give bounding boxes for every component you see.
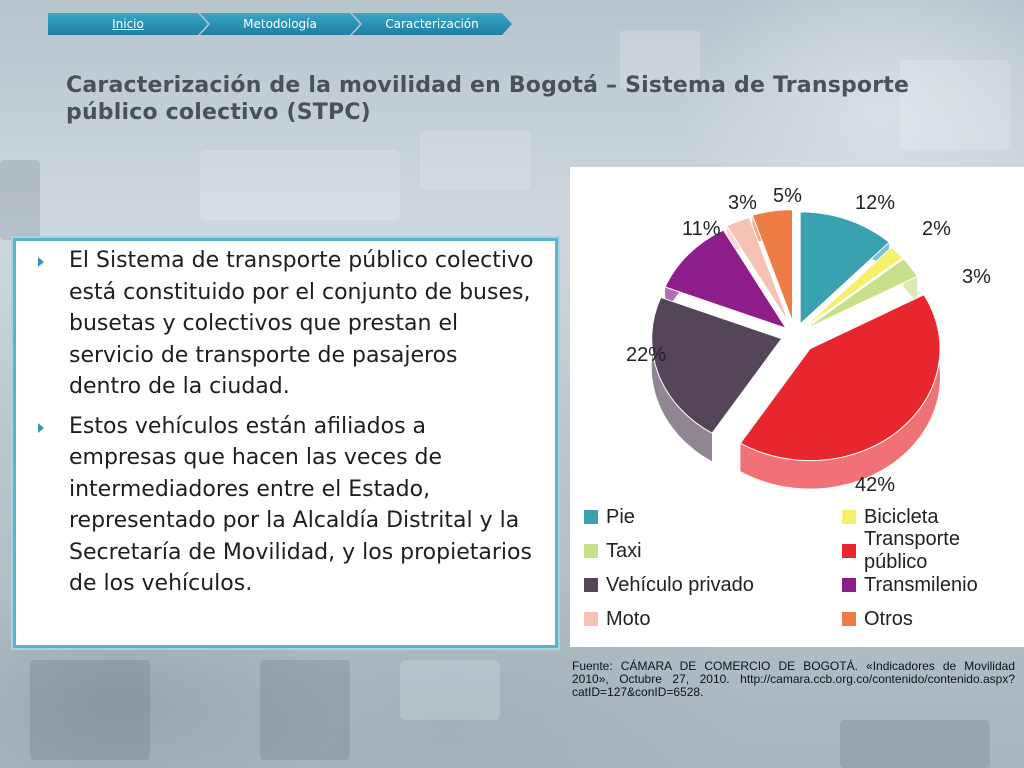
pie-slice-otros xyxy=(751,209,793,322)
legend-label: Moto xyxy=(606,607,651,630)
pie-chart-panel: 12% 2% 3% 42% 22% 11% 3% 5% xyxy=(570,167,1024,647)
pie-slice-side-3 xyxy=(740,294,941,489)
pie-slice-taxi xyxy=(802,258,918,331)
legend-swatch xyxy=(584,578,598,592)
pie-label: 3% xyxy=(962,266,991,288)
source-citation: Fuente: CÁMARA DE COMERCIO DE BOGOTÁ. «I… xyxy=(572,659,1015,699)
legend-swatch xyxy=(584,510,598,524)
breadcrumb-item-metodologia[interactable]: Metodología xyxy=(200,13,360,35)
legend-item: Otros xyxy=(842,607,913,631)
pie-label: 5% xyxy=(773,185,802,207)
breadcrumb: Inicio Metodología Caracterización xyxy=(48,13,512,35)
pie-label: 12% xyxy=(855,192,895,214)
pie-label: 2% xyxy=(922,218,951,240)
legend-item: Transporte público xyxy=(842,528,1014,573)
legend-item: Taxi xyxy=(584,539,642,563)
breadcrumb-item-caracterizacion[interactable]: Caracterización xyxy=(352,13,512,35)
pie-label: 22% xyxy=(626,344,666,366)
text-box: El Sistema de transporte público colecti… xyxy=(11,236,560,650)
legend-label: Taxi xyxy=(606,539,642,562)
breadcrumb-item-inicio[interactable]: Inicio xyxy=(48,13,208,35)
bullet-arrow-icon xyxy=(38,422,44,433)
legend-swatch xyxy=(842,510,856,524)
legend-item: Pie xyxy=(584,505,635,529)
legend-swatch xyxy=(584,544,598,558)
bullet-item: El Sistema de transporte público colecti… xyxy=(38,245,535,403)
legend-swatch xyxy=(584,612,598,626)
legend-swatch xyxy=(842,612,856,626)
pie-label: 42% xyxy=(855,474,895,496)
pie-label: 3% xyxy=(728,192,757,214)
bullet-arrow-icon xyxy=(38,257,44,267)
legend-swatch xyxy=(842,578,856,592)
legend-label: Vehículo privado xyxy=(606,573,754,596)
pie-slice-transmilenio xyxy=(664,229,788,330)
pie-slice-bicicleta xyxy=(801,246,904,330)
pie-chart: 12% 2% 3% 42% 22% 11% 3% 5% xyxy=(626,185,991,496)
chart-legend: Pie Bicicleta Taxi Transporte público Vehícu… xyxy=(584,500,1014,640)
legend-item: Moto xyxy=(584,607,650,631)
legend-label: Transmilenio xyxy=(864,573,978,596)
bullet-text: Estos vehículos están afiliados a empres… xyxy=(69,413,532,597)
bullet-item: Estos vehículos están afiliados a empres… xyxy=(38,411,535,600)
pie-slice-pie xyxy=(799,211,890,326)
bullet-text: El Sistema de transporte público colecti… xyxy=(69,248,534,399)
legend-label: Pie xyxy=(606,505,635,528)
legend-label: Bicicleta xyxy=(864,505,939,528)
legend-label: Otros xyxy=(864,607,913,630)
pie-slice-moto xyxy=(726,216,790,325)
page-title: Caracterización de la movilidad en Bogot… xyxy=(66,73,910,125)
pie-label: 11% xyxy=(682,218,721,240)
legend-item: Transmilenio xyxy=(842,573,978,597)
legend-swatch xyxy=(842,544,856,558)
legend-item: Bicicleta xyxy=(842,505,938,529)
pie-slice-veh-culo-privado xyxy=(651,296,783,434)
pie-slice-transporte-p-blico xyxy=(739,294,941,462)
legend-label: Transporte público xyxy=(864,528,960,573)
legend-item: Vehículo privado xyxy=(584,573,754,597)
